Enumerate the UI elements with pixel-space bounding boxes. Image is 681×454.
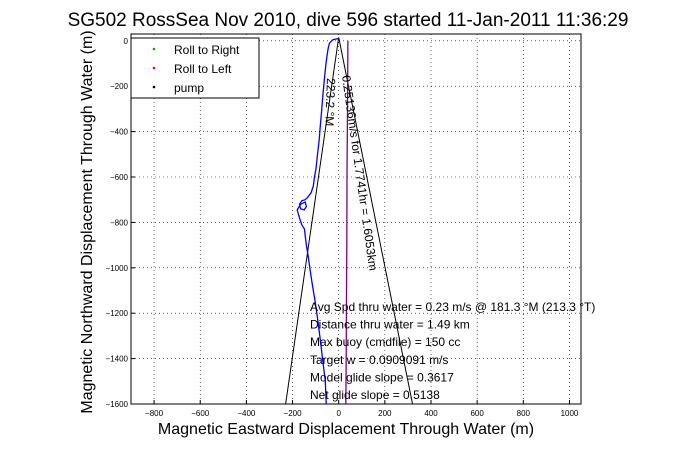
x-axis-label: Magnetic Eastward Displacement Through W… — [158, 421, 534, 438]
axis-ticks: −800 −600 −400 −200 0 200 400 600 800 1000 0 −200 −4… — [106, 37, 579, 418]
y-tick-label: −600 — [110, 173, 129, 182]
stats-line: Avg Spd thru water = 0.23 m/s @ 181.3 °M… — [310, 300, 595, 314]
x-tick-label: −800 — [145, 409, 164, 418]
y-tick-label: 0 — [124, 37, 129, 46]
annotation-speed: 0.25136m/s for 1.7741hr = 1.6053km — [339, 74, 380, 271]
guide-line — [285, 37, 340, 404]
x-tick-label: 800 — [517, 409, 531, 418]
guide-line — [338, 37, 414, 404]
legend-marker — [152, 85, 156, 89]
x-tick-label: 600 — [470, 409, 484, 418]
y-tick-label: −1600 — [106, 400, 129, 409]
legend-marker — [152, 66, 156, 70]
legend-label: Roll to Right — [174, 43, 240, 57]
stats-line: Net glide slope = 0.5138 — [310, 388, 440, 402]
y-axis-label: Magnetic Northward Displacement Through … — [79, 30, 96, 413]
series-line — [296, 37, 339, 404]
legend-marker — [152, 47, 156, 51]
data-series — [296, 37, 349, 404]
legend-box — [130, 37, 260, 99]
legend-label: pump — [174, 81, 204, 95]
x-tick-label: 200 — [378, 409, 392, 418]
stats-line: Max buoy (cmdfile) = 150 cc — [310, 335, 460, 349]
stats-block: Avg Spd thru water = 0.23 m/s @ 181.3 °M… — [310, 300, 595, 402]
x-tick-label: −600 — [191, 409, 210, 418]
guide-lines — [285, 37, 414, 404]
y-tick-label: −1200 — [106, 309, 129, 318]
y-tick-label: −1400 — [106, 355, 129, 364]
plot-frame — [130, 33, 582, 405]
legend-label: Roll to Left — [174, 62, 232, 76]
y-tick-label: −800 — [110, 218, 129, 227]
stats-line: Distance thru water = 1.49 km — [310, 318, 470, 332]
x-tick-label: 1000 — [561, 409, 579, 418]
stats-line: Target w = 0.0909091 m/s — [310, 353, 448, 367]
stats-line: Model glide slope = 0.3617 — [310, 370, 454, 384]
y-tick-label: −1000 — [106, 264, 129, 273]
chart-title: SG502 RossSea Nov 2010, dive 596 started… — [68, 10, 629, 31]
y-tick-label: −400 — [110, 128, 129, 137]
x-tick-label: 0 — [336, 409, 341, 418]
annotation-heading: 223.2 °M — [322, 78, 338, 127]
x-tick-label: 400 — [424, 409, 438, 418]
legend: Roll to Right Roll to Left pump — [130, 37, 260, 99]
x-tick-label: −400 — [237, 409, 256, 418]
y-tick-label: −200 — [110, 82, 129, 91]
series-line — [345, 40, 349, 404]
grid-lines — [131, 34, 581, 405]
x-tick-label: −200 — [284, 409, 303, 418]
